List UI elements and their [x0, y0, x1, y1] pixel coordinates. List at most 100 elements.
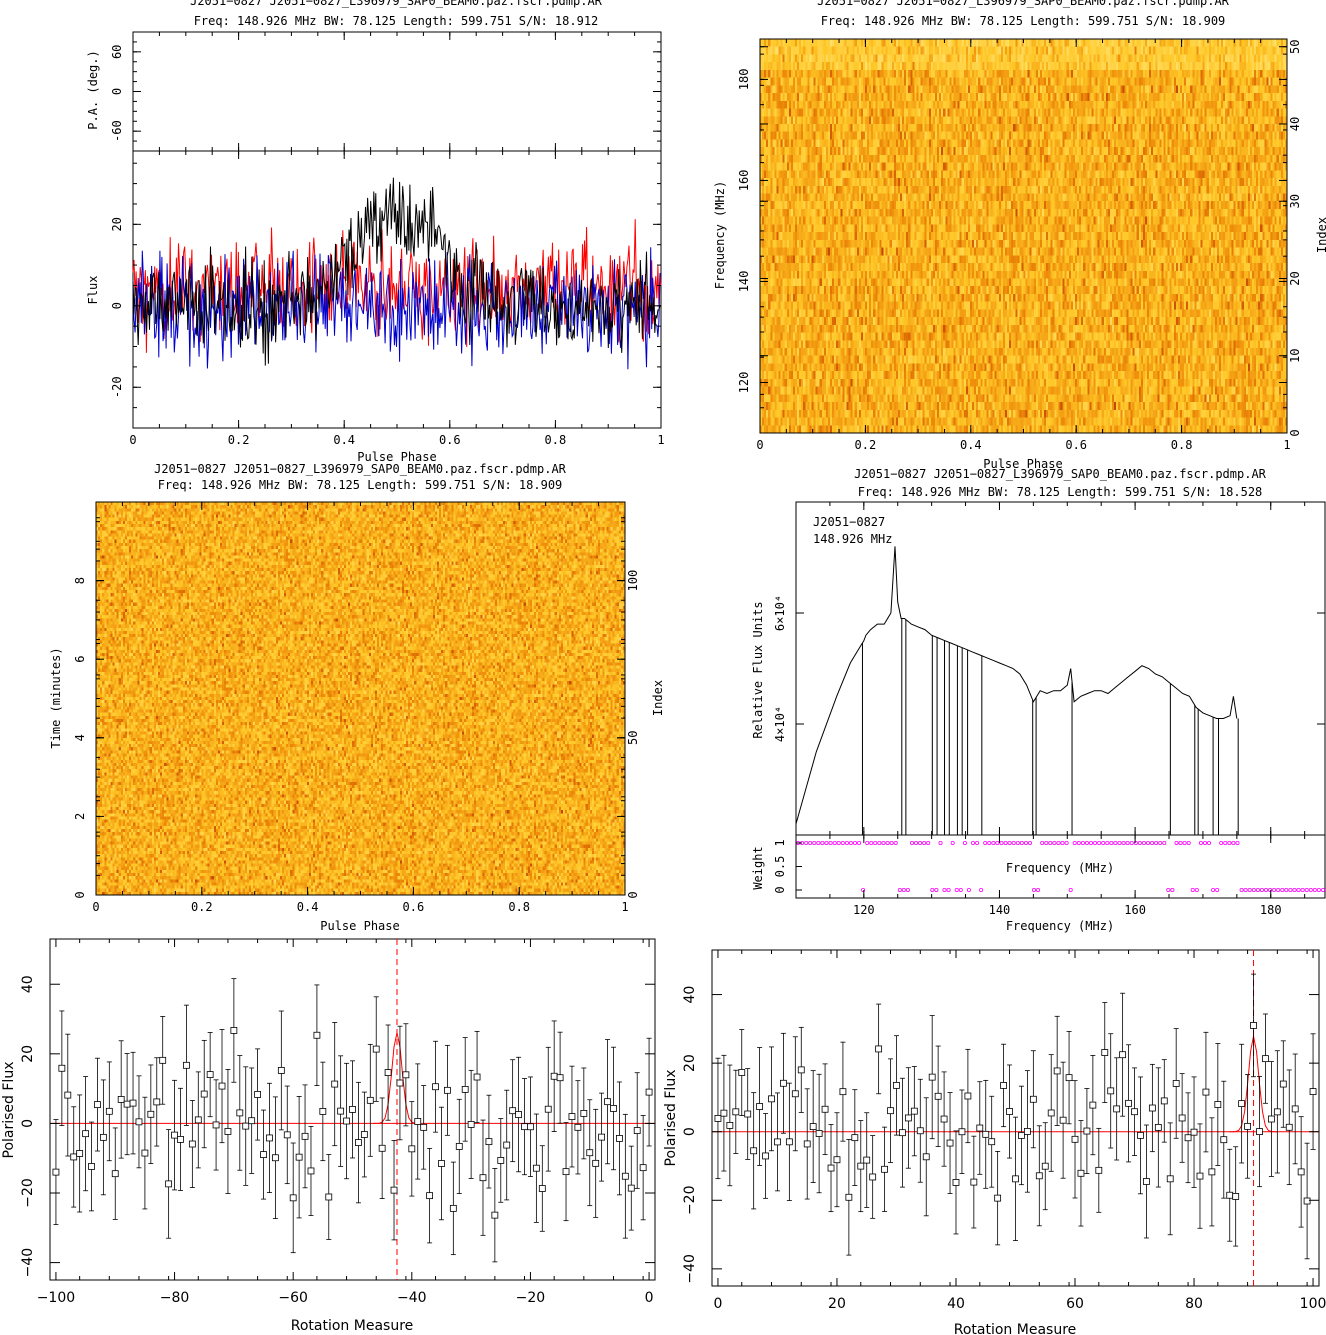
rm-point: [863, 1156, 871, 1164]
freqphase-index-label: 40: [1288, 117, 1302, 131]
p3-heat-image: [96, 502, 625, 895]
rm-x-label: 100: [1300, 1296, 1326, 1312]
weight-point: [987, 841, 992, 846]
rm-point: [714, 1115, 722, 1122]
weight-point: [881, 841, 886, 846]
rm-positive-series: [712, 950, 1319, 1286]
rm-point: [1041, 1162, 1049, 1170]
rm-point: [916, 1127, 924, 1135]
rm-positive-y-label: Polarised Flux: [663, 1070, 679, 1167]
rm-point: [970, 1178, 978, 1186]
rm-point: [1160, 1097, 1168, 1105]
rm-point: [1077, 1169, 1085, 1177]
weight-point: [926, 841, 931, 846]
rm-point: [821, 1105, 829, 1113]
weight-point: [1174, 841, 1179, 846]
rm-point: [455, 1143, 463, 1150]
flux-axis-label: Flux: [86, 276, 100, 305]
freqphase-x-label: 0.2: [855, 438, 877, 452]
freqphase-x-label: 0: [756, 438, 763, 452]
timephase-index-label: 100: [626, 570, 640, 592]
rm-point: [372, 1045, 380, 1053]
weight-point: [828, 841, 833, 846]
rm-point: [461, 1085, 469, 1093]
bandpass-y-label: 6×10⁴: [773, 595, 787, 631]
rm-point: [396, 1079, 404, 1087]
rm-y-label: −20: [682, 1186, 698, 1216]
rm-point: [426, 1192, 434, 1200]
rm-point: [485, 1138, 493, 1146]
rm-x-label: 20: [828, 1296, 846, 1312]
weight-point: [1288, 888, 1293, 893]
rm-point: [1107, 1087, 1115, 1095]
rm-point: [803, 1140, 811, 1148]
rm-point: [875, 1045, 883, 1053]
rm-point: [206, 1071, 214, 1078]
weight-point: [853, 841, 858, 846]
weight-point: [1154, 841, 1159, 846]
freqphase-x-label: 0.8: [1171, 438, 1193, 452]
pa-axis-label: P.A. (deg.): [86, 50, 100, 129]
circular-pol-line: [132, 247, 662, 370]
weight-point: [1080, 841, 1085, 846]
bandpass-y-label: 4×10⁴: [773, 706, 787, 742]
weight-point: [1223, 841, 1228, 846]
bandpass-title: J2051−0827 J2051−0827_L396979_SAP0_BEAM0…: [854, 467, 1267, 481]
rm-point: [1291, 1105, 1299, 1113]
weight-point: [889, 841, 894, 846]
rm-x-label: −60: [278, 1290, 308, 1306]
freqphase-y-label: 180: [737, 69, 751, 91]
rm-point: [1035, 1172, 1043, 1180]
rm-y-label: −40: [682, 1254, 698, 1284]
rm-point: [319, 1108, 327, 1115]
rm-point: [833, 1156, 841, 1164]
rm-point: [958, 1128, 966, 1136]
bandpass-series: [795, 546, 1326, 893]
rm-point: [922, 1153, 930, 1161]
rm-point: [1297, 1168, 1305, 1176]
profile-x-label: Pulse Phase: [357, 450, 436, 464]
rm-point: [988, 1138, 996, 1146]
rm-point: [1267, 1115, 1275, 1123]
weight-point: [938, 841, 943, 846]
rm-point: [343, 1117, 350, 1125]
rm-point: [147, 1110, 155, 1118]
timephase-y-label: 0: [73, 891, 87, 898]
weight-point: [1141, 841, 1146, 846]
rm-point: [224, 1128, 232, 1135]
timephase-x-label: 0.2: [191, 900, 213, 914]
rm-point: [200, 1090, 208, 1098]
rm-point: [982, 1130, 990, 1138]
freqphase-x-label: 0.4: [960, 438, 982, 452]
rm-x-label: −100: [37, 1290, 75, 1306]
time-phase-panel: J2051−0827 J2051−0827_L396979_SAP0_BEAM0…: [49, 462, 665, 933]
weight-point: [1247, 888, 1252, 893]
rm-point: [1250, 1022, 1257, 1029]
freqphase-y-label: Frequency (MHz): [713, 181, 727, 289]
rm-point: [283, 1131, 291, 1139]
rm-point: [99, 1133, 107, 1141]
weight-point: [812, 841, 817, 846]
rm-point: [768, 1095, 775, 1103]
frequency-phase-panel: J2051−0827 J2051−0827_L396979_SAP0_BEAM0…: [713, 0, 1326, 471]
rm-point: [349, 1106, 356, 1113]
rm-negative-series: [50, 939, 655, 1280]
bandpass-x-label: 180: [1260, 903, 1282, 917]
freqphase-x-label: 1: [1283, 438, 1290, 452]
rm-point: [307, 1167, 315, 1175]
rm-point: [194, 1116, 202, 1124]
rm-point: [277, 1067, 285, 1074]
weight-point: [869, 841, 874, 846]
rm-y-label: −40: [20, 1248, 36, 1278]
weight-point: [991, 841, 996, 846]
weight-point: [897, 888, 902, 893]
rm-point: [360, 1131, 368, 1138]
rm-point: [627, 1184, 635, 1192]
rm-point: [497, 1157, 505, 1164]
pa-y-label: 0: [110, 88, 124, 95]
freqphase-heatmap: [760, 39, 1287, 433]
timephase-y-label: 4: [73, 734, 87, 741]
pa-y-label: -60: [110, 120, 124, 142]
rm-x-label: 80: [1185, 1296, 1203, 1312]
weight-point: [1129, 841, 1134, 846]
